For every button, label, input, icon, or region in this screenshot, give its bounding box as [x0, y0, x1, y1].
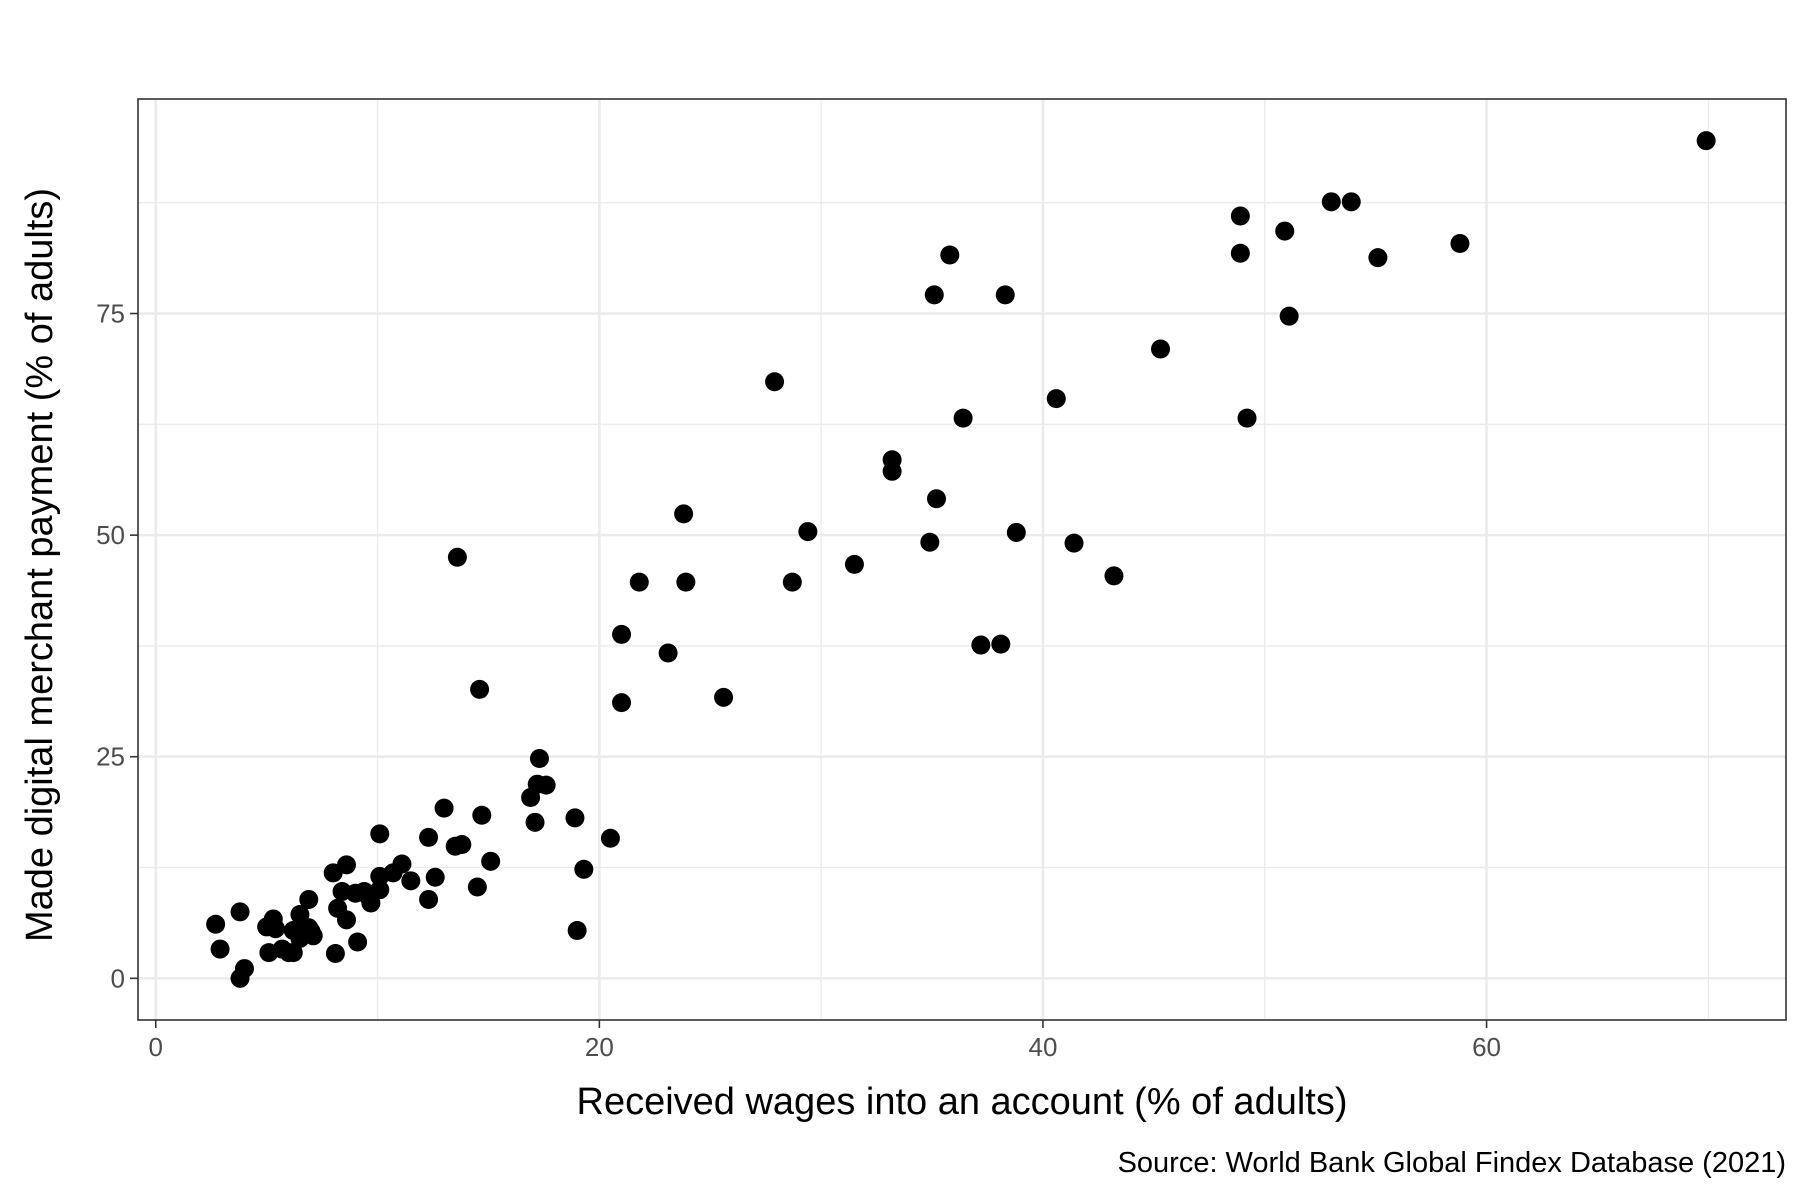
data-point-44	[565, 808, 585, 828]
data-point-40	[536, 775, 556, 795]
data-point-11	[1279, 306, 1299, 326]
data-point-12	[1151, 339, 1171, 359]
data-point-23	[920, 532, 940, 552]
data-point-1	[1341, 192, 1361, 212]
data-point-6	[1230, 243, 1250, 263]
data-point-7	[1368, 248, 1388, 268]
data-point-74	[206, 914, 226, 934]
data-point-9	[924, 285, 944, 305]
data-point-37	[612, 693, 632, 713]
source-caption: Source: World Bank Global Findex Databas…	[1118, 1147, 1786, 1179]
data-point-47	[419, 827, 439, 847]
data-point-42	[434, 798, 454, 818]
data-point-22	[1006, 522, 1026, 542]
y-tick-label-1: 25	[96, 742, 125, 772]
x-tick-label-2: 40	[1028, 1032, 1057, 1062]
y-axis-ticks: 0 25 50 75	[96, 299, 138, 993]
data-point-27	[1104, 566, 1124, 586]
data-point-0	[1696, 131, 1716, 151]
data-point-48	[600, 828, 620, 848]
x-tick-label-3: 60	[1472, 1032, 1501, 1062]
data-point-66	[419, 889, 439, 909]
data-point-70	[230, 902, 250, 922]
data-point-51	[481, 851, 501, 871]
data-point-77	[266, 919, 286, 939]
data-point-90	[325, 944, 345, 964]
x-tick-label-0: 0	[149, 1032, 163, 1062]
data-point-14	[1046, 389, 1066, 409]
data-point-43	[472, 805, 492, 825]
data-point-72	[336, 910, 356, 930]
data-point-16	[1237, 408, 1257, 428]
panel-border	[137, 98, 1787, 1021]
data-point-92	[230, 968, 250, 988]
data-point-26	[844, 554, 864, 574]
x-tick-label-1: 20	[585, 1032, 614, 1062]
data-point-20	[674, 504, 694, 524]
data-point-4	[1275, 221, 1295, 241]
data-point-60	[467, 877, 487, 897]
data-point-29	[676, 572, 696, 592]
y-tick-label-0: 0	[111, 963, 125, 993]
data-point-50	[445, 836, 465, 856]
data-point-34	[658, 643, 678, 663]
data-point-56	[323, 863, 343, 883]
y-tick-label-3: 75	[96, 299, 125, 329]
data-point-19	[926, 489, 946, 509]
data-point-87	[259, 943, 279, 963]
data-point-54	[574, 859, 594, 879]
data-point-33	[991, 634, 1011, 654]
data-point-8	[940, 245, 960, 265]
data-point-67	[299, 889, 319, 909]
data-point-79	[567, 920, 587, 940]
data-point-83	[290, 928, 310, 948]
data-point-13	[765, 372, 785, 392]
data-point-68	[361, 893, 381, 913]
data-point-38	[529, 749, 549, 769]
major-gridlines	[138, 99, 1786, 1020]
data-point-41	[521, 788, 541, 808]
data-point-46	[370, 824, 390, 844]
data-point-24	[1064, 533, 1084, 553]
data-point-25	[447, 547, 467, 567]
data-point-84	[348, 932, 368, 952]
data-points	[206, 131, 1716, 988]
data-point-57	[370, 866, 390, 886]
x-axis-ticks: 0 20 40 60	[149, 1020, 1501, 1062]
data-point-36	[714, 687, 734, 707]
data-point-18	[882, 461, 902, 481]
data-point-28	[629, 572, 649, 592]
data-point-45	[525, 812, 545, 832]
y-tick-label-2: 50	[96, 520, 125, 550]
data-point-58	[425, 867, 445, 887]
data-point-31	[612, 624, 632, 644]
data-point-35	[470, 679, 490, 699]
x-axis-title: Received wages into an account (% of adu…	[577, 1081, 1348, 1123]
data-point-3	[1230, 206, 1250, 226]
data-point-59	[401, 871, 421, 891]
data-point-5	[1450, 233, 1470, 253]
data-point-2	[1321, 192, 1341, 212]
y-axis-title: Made digital merchant payment (% of adul…	[19, 188, 61, 942]
data-point-10	[995, 285, 1015, 305]
data-point-21	[798, 522, 818, 542]
data-point-30	[782, 572, 802, 592]
data-point-15	[953, 408, 973, 428]
data-point-85	[210, 939, 230, 959]
data-point-89	[283, 943, 303, 963]
data-point-32	[971, 635, 991, 655]
